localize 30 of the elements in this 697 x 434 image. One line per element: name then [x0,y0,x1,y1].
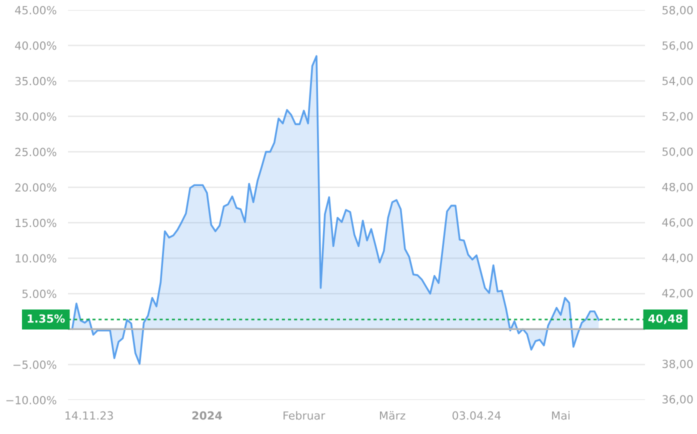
x-tick-label: 14.11.23 [66,411,113,420]
y2-tick-label: 48,00 [662,182,693,192]
y2-tick-label: 56,00 [662,41,693,51]
y-tick-label: −5.00% [13,360,56,369]
y-tick-label: 40.00% [15,41,56,50]
x-tick-label: 2024 [192,411,222,420]
y-tick-label: 5.00% [22,290,56,298]
y2-tick-label: 38,00 [662,360,693,370]
text: 40,48 [648,314,682,324]
y-tick-label: 10.00% [16,254,56,263]
y2-tick-label: 52,00 [662,112,693,122]
y-tick-label: 20.00% [15,183,56,192]
y-tick-label: 25.00% [15,148,56,156]
x-tick-label: März [380,411,406,420]
y-tick-label: 30.00% [15,112,56,121]
y2-tick-label: 44,00 [662,254,693,264]
x-tick-label: Mai [552,411,570,420]
y2-tick-label: 42,00 [662,288,693,299]
x-tick-label: Februar [284,411,326,420]
y-tick-label: 35.00% [15,76,56,86]
y2-tick-label: 36,00 [662,395,693,405]
y2-tick-label: 50,00 [662,147,693,158]
ref-line-label: 1.35% [28,314,65,323]
y-tick-label: 45.00% [15,6,56,14]
y2-tick-label: 54,00 [662,76,693,86]
y2-tick-label: 58,00 [662,6,693,16]
y-tick-label: 15.00% [16,218,56,228]
y2-tick-label: 46,00 [662,218,693,228]
x-tick-label: 03.04.24 [452,411,501,420]
y-tick-label: −10.00% [6,396,56,404]
